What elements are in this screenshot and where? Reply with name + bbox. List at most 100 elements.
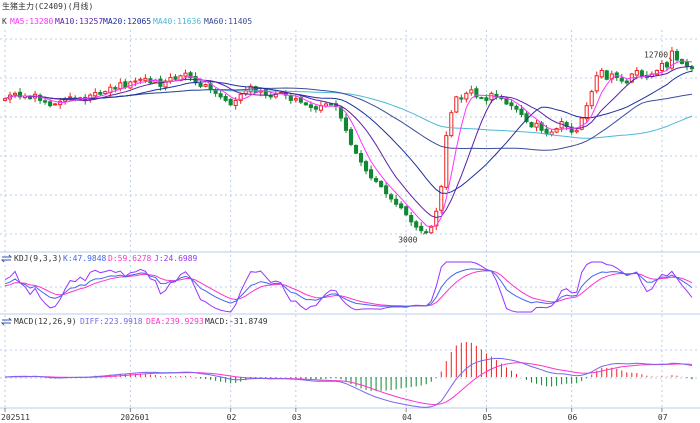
kdj-d-line bbox=[4, 270, 693, 307]
candle-body bbox=[12, 92, 18, 96]
kdj-panel bbox=[4, 261, 693, 313]
title-text: 生猪主力(C2409)(月线) bbox=[2, 1, 93, 11]
candle-body bbox=[98, 91, 103, 95]
candle-body bbox=[639, 70, 644, 77]
candle-body bbox=[414, 221, 419, 228]
candle-body bbox=[509, 102, 514, 107]
x-tick-label: 07 bbox=[658, 413, 668, 422]
grid-lines bbox=[0, 30, 700, 409]
annotation-pointer bbox=[422, 231, 427, 235]
candle-body bbox=[379, 180, 384, 188]
candle-body bbox=[268, 95, 273, 98]
candle-body bbox=[449, 112, 454, 137]
candle-body bbox=[554, 128, 559, 133]
x-tick-label: 02 bbox=[227, 413, 237, 422]
candle-body bbox=[293, 98, 298, 101]
kdj-k-label: K:47.9848 bbox=[63, 254, 107, 263]
candle-body bbox=[303, 102, 308, 106]
candle-body bbox=[168, 77, 173, 82]
candle-body bbox=[173, 76, 178, 80]
candle-body bbox=[594, 75, 599, 92]
x-tick-label: 06 bbox=[568, 413, 578, 422]
x-tick-label: 202601 bbox=[120, 413, 149, 422]
price-annotation: 3000 bbox=[398, 235, 417, 244]
macd-value-label: MACD:-31.8749 bbox=[205, 317, 268, 326]
candle-body bbox=[198, 83, 203, 87]
candle-body bbox=[43, 100, 48, 103]
candle-body bbox=[684, 61, 690, 67]
candle-body bbox=[17, 91, 23, 98]
candle-body bbox=[534, 122, 539, 128]
macd-title: MACD(12,26,9) bbox=[14, 317, 77, 326]
ma5-line bbox=[4, 60, 693, 229]
candle-body bbox=[53, 103, 58, 106]
ma10-label: MA10:13257 bbox=[55, 17, 103, 26]
kdj-d-label: D:59.6278 bbox=[108, 254, 152, 263]
candle-body bbox=[188, 72, 193, 79]
candle-body bbox=[384, 185, 389, 195]
candle-body bbox=[564, 122, 569, 128]
candle-body bbox=[439, 186, 444, 211]
candle-body bbox=[123, 81, 128, 88]
candle-body bbox=[343, 117, 349, 131]
candle-body bbox=[429, 225, 434, 234]
ma-prefix: K bbox=[2, 17, 7, 26]
candle-body bbox=[353, 144, 359, 154]
candle-body bbox=[113, 87, 118, 90]
macd-panel bbox=[4, 342, 693, 408]
candle-body bbox=[2, 98, 8, 101]
ma20-line bbox=[4, 70, 693, 194]
candle-body bbox=[394, 198, 399, 205]
candle-body bbox=[93, 91, 98, 97]
x-tick-label: 202511 bbox=[1, 413, 30, 422]
candle-body bbox=[203, 84, 208, 87]
candle-body bbox=[363, 161, 369, 172]
candle-body bbox=[218, 93, 223, 98]
candle-body bbox=[374, 178, 379, 182]
candle-body bbox=[68, 96, 73, 99]
kdj-toggle-icon[interactable] bbox=[0, 254, 13, 263]
candle-body bbox=[48, 101, 53, 107]
macd-dea-line bbox=[4, 362, 693, 406]
macd-diff-line bbox=[4, 357, 693, 408]
candle-body bbox=[369, 169, 374, 179]
candle-body bbox=[459, 97, 464, 100]
candle-body bbox=[313, 106, 318, 110]
candle-body bbox=[484, 97, 489, 101]
candle-body bbox=[118, 82, 123, 90]
candle-body bbox=[574, 129, 579, 133]
candle-body bbox=[409, 215, 414, 223]
kdj-title: KDJ(9,3,3) bbox=[14, 254, 62, 263]
candle-body bbox=[549, 131, 554, 136]
candle-body bbox=[469, 89, 474, 94]
macd-toggle-icon[interactable] bbox=[0, 317, 13, 326]
candle-body bbox=[133, 80, 138, 83]
ma60-label: MA60:11405 bbox=[204, 17, 252, 26]
candle-body bbox=[138, 78, 143, 81]
candle-body bbox=[624, 80, 629, 84]
candle-body bbox=[419, 225, 424, 232]
candle-body bbox=[223, 96, 228, 101]
candle-body bbox=[584, 105, 589, 120]
candle-body bbox=[238, 93, 243, 101]
candle-body bbox=[589, 91, 594, 107]
candle-body bbox=[489, 92, 494, 101]
candle-body bbox=[619, 77, 624, 82]
candle-body bbox=[604, 70, 609, 80]
kdj-k-line bbox=[4, 268, 693, 308]
candle-body bbox=[454, 96, 459, 113]
candle-body bbox=[143, 77, 148, 81]
macd-diff-label: DIFF:223.9918 bbox=[80, 317, 143, 326]
candle-body bbox=[544, 128, 549, 135]
candle-body bbox=[689, 66, 695, 70]
time-axis: 202511 202601 02 03 04 05 06 07 bbox=[1, 408, 668, 422]
x-tick-label: 03 bbox=[292, 413, 302, 422]
candle-body bbox=[664, 62, 669, 68]
candle-body bbox=[474, 88, 479, 98]
candle-body bbox=[464, 92, 469, 100]
ma10-line bbox=[4, 65, 693, 219]
candle-body bbox=[183, 72, 188, 77]
candle-body bbox=[659, 62, 664, 71]
candle-body bbox=[103, 91, 108, 95]
candle-body bbox=[519, 108, 524, 115]
